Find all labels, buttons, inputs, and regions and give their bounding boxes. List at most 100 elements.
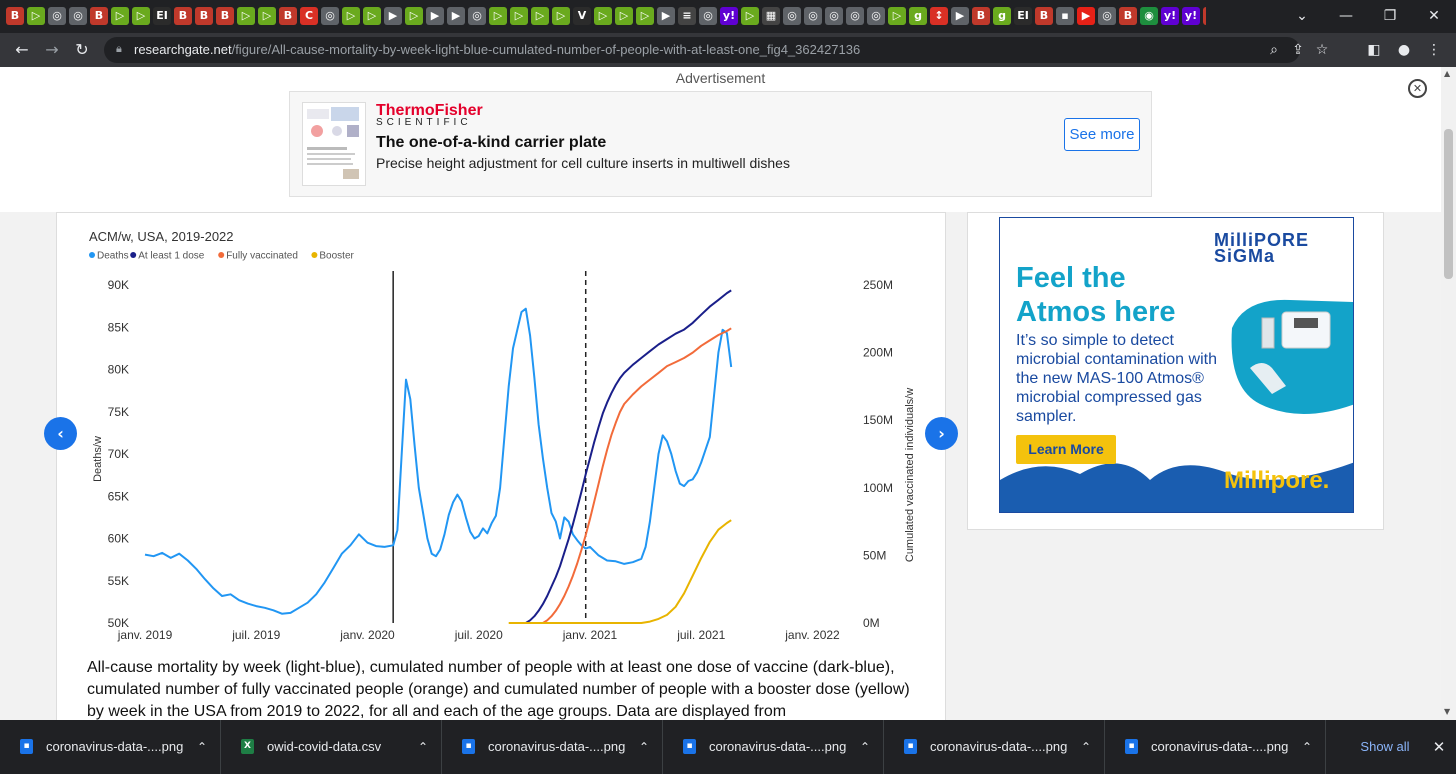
browser-tab-53[interactable]: B bbox=[1119, 7, 1137, 25]
browser-tab-37[interactable]: ◎ bbox=[783, 7, 801, 25]
browser-tab-4[interactable]: B bbox=[90, 7, 108, 25]
close-download-shelf-icon[interactable]: ✕ bbox=[1432, 738, 1446, 756]
browser-tab-32[interactable]: ≡ bbox=[678, 7, 696, 25]
lock-icon[interactable]: 🔒︎ bbox=[116, 42, 122, 55]
download-item[interactable]: ▪ coronavirus-data-....png ⌃ bbox=[442, 720, 663, 774]
browser-tab-35[interactable]: ▷ bbox=[741, 7, 759, 25]
download-item[interactable]: ▪ coronavirus-data-....png ⌃ bbox=[1105, 720, 1326, 774]
zoom-icon[interactable]: ⌕ bbox=[1270, 42, 1278, 58]
tab-search-icon[interactable]: ⌄ bbox=[1296, 8, 1308, 24]
download-item[interactable]: ▪ coronavirus-data-....png ⌃ bbox=[0, 720, 221, 774]
browser-tab-45[interactable]: ▶ bbox=[951, 7, 969, 25]
browser-tab-33[interactable]: ◎ bbox=[699, 7, 717, 25]
browser-tab-10[interactable]: B bbox=[216, 7, 234, 25]
ad-product-image[interactable] bbox=[302, 102, 366, 186]
download-item[interactable]: ▪ coronavirus-data-....png ⌃ bbox=[663, 720, 884, 774]
browser-tab-57[interactable]: B bbox=[1203, 7, 1206, 25]
browser-tab-29[interactable]: ▷ bbox=[615, 7, 633, 25]
browser-tab-48[interactable]: EI bbox=[1014, 7, 1032, 25]
browser-tab-30[interactable]: ▷ bbox=[636, 7, 654, 25]
back-icon[interactable]: ← bbox=[15, 40, 29, 59]
restore-icon[interactable]: ❐ bbox=[1383, 8, 1397, 24]
browser-tab-16[interactable]: ▷ bbox=[342, 7, 360, 25]
browser-tab-49[interactable]: B bbox=[1035, 7, 1053, 25]
sidebar-advertisement[interactable]: MilliPORE SiGMa Feel the Atmos here It’s… bbox=[999, 217, 1354, 513]
browser-tab-54[interactable]: ◉ bbox=[1140, 7, 1158, 25]
menu-icon[interactable]: ⋮ bbox=[1427, 42, 1441, 58]
browser-tab-23[interactable]: ▷ bbox=[489, 7, 507, 25]
share-icon[interactable]: ⇪ bbox=[1292, 42, 1304, 58]
browser-tab-15[interactable]: ◎ bbox=[321, 7, 339, 25]
browser-tab-13[interactable]: B bbox=[279, 7, 297, 25]
scroll-down-icon[interactable]: ▼ bbox=[1444, 707, 1451, 716]
chevron-up-icon[interactable]: ⌃ bbox=[1080, 740, 1092, 754]
browser-tab-22[interactable]: ◎ bbox=[468, 7, 486, 25]
chevron-up-icon[interactable]: ⌃ bbox=[417, 740, 429, 754]
browser-tab-28[interactable]: ▷ bbox=[594, 7, 612, 25]
ad-brand-logo[interactable]: ThermoFisher bbox=[376, 102, 483, 119]
browser-tab-43[interactable]: g bbox=[909, 7, 927, 25]
browser-tab-55[interactable]: y! bbox=[1161, 7, 1179, 25]
browser-tab-19[interactable]: ▷ bbox=[405, 7, 423, 25]
browser-tab-27[interactable]: V bbox=[573, 7, 591, 25]
browser-tab-18[interactable]: ▶ bbox=[384, 7, 402, 25]
vertical-scrollbar[interactable]: ▲ ▼ bbox=[1441, 67, 1456, 720]
previous-figure-button[interactable]: ‹ bbox=[44, 417, 77, 450]
download-filename[interactable]: coronavirus-data-....png bbox=[930, 739, 1068, 754]
url-text[interactable]: researchgate.net/figure/All-cause-mortal… bbox=[134, 42, 860, 58]
browser-tab-50[interactable]: ▪ bbox=[1056, 7, 1074, 25]
chevron-up-icon[interactable]: ⌃ bbox=[638, 740, 650, 754]
browser-tab-41[interactable]: ◎ bbox=[867, 7, 885, 25]
download-item[interactable]: ▪ coronavirus-data-....png ⌃ bbox=[884, 720, 1105, 774]
browser-tab-52[interactable]: ◎ bbox=[1098, 7, 1116, 25]
download-filename[interactable]: owid-covid-data.csv bbox=[267, 739, 382, 754]
chevron-up-icon[interactable]: ⌃ bbox=[1301, 740, 1313, 754]
close-ad-icon[interactable]: ✕ bbox=[1408, 79, 1427, 98]
learn-more-button[interactable]: Learn More bbox=[1016, 435, 1116, 464]
browser-tab-44[interactable]: ↕ bbox=[930, 7, 948, 25]
browser-tab-11[interactable]: ▷ bbox=[237, 7, 255, 25]
millipore-sigma-logo[interactable]: MilliPORE bbox=[1214, 230, 1310, 250]
download-filename[interactable]: coronavirus-data-....png bbox=[488, 739, 626, 754]
browser-tab-56[interactable]: y! bbox=[1182, 7, 1200, 25]
browser-tab-36[interactable]: ▦ bbox=[762, 7, 780, 25]
browser-tab-5[interactable]: ▷ bbox=[111, 7, 129, 25]
browser-tab-51[interactable]: ▶ bbox=[1077, 7, 1095, 25]
browser-tab-39[interactable]: ◎ bbox=[825, 7, 843, 25]
browser-tab-38[interactable]: ◎ bbox=[804, 7, 822, 25]
browser-tab-17[interactable]: ▷ bbox=[363, 7, 381, 25]
scroll-up-icon[interactable]: ▲ bbox=[1444, 69, 1451, 78]
browser-tab-6[interactable]: ▷ bbox=[132, 7, 150, 25]
download-filename[interactable]: coronavirus-data-....png bbox=[1151, 739, 1289, 754]
forward-icon[interactable]: → bbox=[45, 40, 59, 59]
browser-tab-1[interactable]: ▷ bbox=[27, 7, 45, 25]
browser-tab-47[interactable]: g bbox=[993, 7, 1011, 25]
ad-banner[interactable]: ThermoFisher SCIENTIFIC The one-of-a-kin… bbox=[289, 91, 1152, 197]
chevron-up-icon[interactable]: ⌃ bbox=[196, 740, 208, 754]
download-filename[interactable]: coronavirus-data-....png bbox=[46, 739, 184, 754]
browser-tab-0[interactable]: B bbox=[6, 7, 24, 25]
browser-tab-25[interactable]: ▷ bbox=[531, 7, 549, 25]
chevron-up-icon[interactable]: ⌃ bbox=[859, 740, 871, 754]
browser-tab-12[interactable]: ▷ bbox=[258, 7, 276, 25]
see-more-button[interactable]: See more bbox=[1064, 118, 1140, 151]
reload-icon[interactable]: ↻ bbox=[75, 40, 89, 59]
address-bar[interactable]: 🔒︎ researchgate.net/figure/All-cause-mor… bbox=[104, 37, 1328, 63]
browser-tab-34[interactable]: y! bbox=[720, 7, 738, 25]
browser-tab-24[interactable]: ▷ bbox=[510, 7, 528, 25]
browser-tab-7[interactable]: EI bbox=[153, 7, 171, 25]
scroll-thumb[interactable] bbox=[1444, 129, 1453, 279]
download-filename[interactable]: coronavirus-data-....png bbox=[709, 739, 847, 754]
next-figure-button[interactable]: › bbox=[925, 417, 958, 450]
browser-tab-21[interactable]: ▶ bbox=[447, 7, 465, 25]
browser-tab-31[interactable]: ▶ bbox=[657, 7, 675, 25]
browser-tab-26[interactable]: ▷ bbox=[552, 7, 570, 25]
browser-tab-9[interactable]: B bbox=[195, 7, 213, 25]
close-window-icon[interactable]: ✕ bbox=[1428, 8, 1440, 24]
ad-headline[interactable]: The one-of-a-kind carrier plate bbox=[376, 134, 607, 151]
show-all-downloads-button[interactable]: Show all bbox=[1360, 739, 1410, 754]
browser-tab-20[interactable]: ▶ bbox=[426, 7, 444, 25]
profile-icon[interactable]: ● bbox=[1397, 42, 1411, 58]
browser-tab-2[interactable]: ◎ bbox=[48, 7, 66, 25]
